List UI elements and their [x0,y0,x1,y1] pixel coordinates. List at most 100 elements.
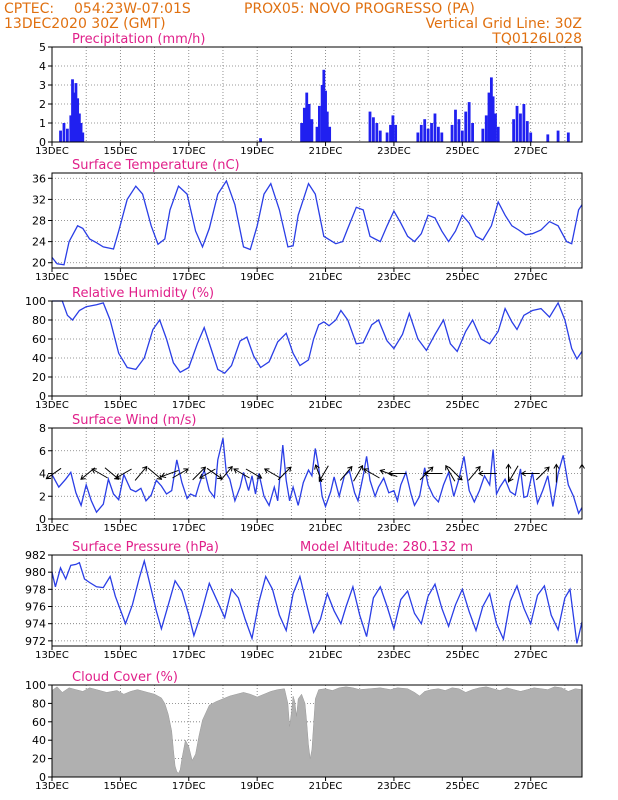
pressure-xtick-label: 23DEC [377,650,411,661]
temperature-title: Surface Temperature (nC) [72,158,240,173]
humidity-ytick-label: 0 [39,390,46,403]
wind-arrow-head [428,466,434,472]
wind-arrow-shaft [147,467,162,480]
wind-arrow-head [263,468,270,474]
precip-bar [324,90,327,142]
temperature-ytick-label: 24 [32,236,46,249]
precipitation-ytick-label: 1 [39,117,46,130]
precip-bar [525,121,529,142]
wind-arrow [387,470,407,477]
panels: 0 1 2 3 4 5 13DEC 15DEC 17DEC 19DEC 21DEC 23DEC 25DE… [25,32,585,792]
precip-bar [328,126,332,142]
wind-arrow-shaft [535,466,550,481]
header: CPTEC: 054:23W-07:01S PROX05: NOVO PROGR… [4,1,582,47]
cloud-area [51,686,583,778]
precip-bar [315,126,319,142]
wind-arrow [508,465,519,483]
humidity-xtick-label: 19DEC [240,400,274,411]
humidity-xtick-label: 15DEC [104,400,138,411]
precipitation-xtick-label: 17DEC [172,146,206,157]
precip-bar [302,107,306,142]
wind-arrow-shaft [318,465,329,482]
wind-arrow-shaft [134,466,148,481]
precip-bar [394,124,398,142]
precip-bar [310,119,314,142]
temperature-line [51,179,583,266]
wind-arrow-shaft [353,465,363,482]
precip-bar [77,113,81,142]
cloud-cover-xtick-label: 19DEC [240,781,274,792]
precip-bar [467,102,471,142]
wind-arrow-shaft [199,468,216,479]
temperature-xtick-label: 25DEC [445,272,479,283]
wind-arrow-head [475,465,481,472]
precip-bar [454,109,457,142]
wind-arrow-shaft [206,467,223,480]
humidity-frame [51,300,583,397]
wind-xtick-label: 15DEC [104,523,138,534]
wind-arrow-head [256,473,263,479]
pressure-xtick-label: 15DEC [104,650,138,661]
humidity-panel: 0 20 40 60 80 100 13DEC 15DEC 17DEC 19DEC 21DEC 23D… [25,286,583,411]
wind-arrow-shaft [448,466,463,481]
precip-bar [317,105,321,142]
humidity-xtick-label: 23DEC [377,400,411,411]
pressure-ytick-label: 972 [25,635,46,648]
humidity-line [52,300,583,375]
precip-bar [81,132,85,142]
precip-bar [368,111,372,142]
precip-bar [76,98,80,142]
precip-bar [512,119,516,142]
wind-xtick-label: 19DEC [240,523,274,534]
precip-bar [430,123,433,142]
wind-arrow [505,463,512,483]
wind-arrow-head [505,463,512,469]
wind-arrow [445,464,456,482]
wind-arrow-head [347,465,353,472]
header-source: CPTEC: [4,1,54,17]
pressure-ytick-label: 976 [25,601,46,614]
wind-arrow-shaft [468,466,481,481]
wind-arrow-shaft [220,466,233,481]
temperature-ytick-label: 36 [32,172,46,185]
pressure-line [51,558,583,644]
wind-arrow-head [227,465,233,472]
wind-arrow-head [142,465,148,472]
pressure-xtick-label: 17DEC [172,650,206,661]
wind-arrow [91,468,108,479]
wind-arrow-head [233,468,239,474]
temperature-ytick-label: 20 [32,257,46,270]
precipitation-ytick-label: 2 [39,98,46,111]
precipitation-xtick-label: 19DEC [240,146,274,157]
wind-arrow-shaft [264,468,281,479]
wind-arrow-shaft [277,466,292,481]
precip-bar [546,134,550,142]
precip-bar [515,105,519,142]
cloud-cover-xtick-label: 25DEC [445,781,479,792]
header-grid-note: Vertical Grid Line: 30Z [426,16,582,32]
precip-bar [320,85,324,142]
wind-arrow [172,468,189,479]
wind-arrow-head [183,468,189,474]
precip-bar [391,115,395,142]
pressure-xtick-label: 19DEC [240,650,274,661]
precipitation-xtick-label: 21DEC [309,146,343,157]
wind-xtick-label: 17DEC [172,523,206,534]
wind-arrow [245,468,263,479]
precipitation-xtick-label: 13DEC [35,146,69,157]
wind-arrow [478,470,497,477]
wind-arrow-head [156,474,163,480]
precip-bar [69,115,73,142]
temperature-xtick-label: 13DEC [35,272,69,283]
wind-arrow [318,465,329,483]
temperature-panel: 20 24 28 32 36 13DEC 15DEC 17DEC 19DEC 21DEC 23DEC… [32,158,583,283]
precip-bar [522,104,526,142]
humidity-ytick-label: 80 [32,314,46,327]
cloud-cover-ytick-label: 0 [39,771,46,784]
precip-bar [489,77,493,142]
cloud-cover-ytick-label: 40 [32,734,46,747]
precip-bar [372,117,375,142]
header-model-code: TQ0126L028 [491,31,582,47]
precipitation-ytick-label: 0 [39,136,46,149]
wind-arrow [339,465,353,481]
